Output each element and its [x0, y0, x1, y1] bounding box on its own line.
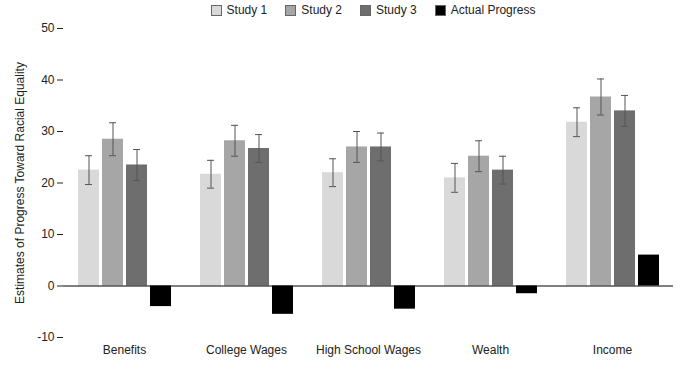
svg-text:High School Wages: High School Wages	[316, 343, 421, 357]
svg-text:30: 30	[41, 124, 55, 138]
svg-text:0: 0	[48, 279, 55, 293]
html-text:Study 1: Study 1	[226, 3, 268, 17]
svg-text:College Wages: College Wages	[206, 343, 287, 357]
svg-text:10: 10	[41, 227, 55, 241]
svg-text:50: 50	[41, 21, 55, 35]
svg-text:Benefits: Benefits	[103, 343, 146, 357]
html-text:Study 3: Study 3	[376, 3, 417, 17]
svg-text:Estimates of Progress Toward R: Estimates of Progress Toward Racial Equa…	[13, 62, 27, 304]
html-text:Study 2: Study 2	[301, 3, 342, 17]
html-text:Actual Progress: Actual Progress	[450, 3, 536, 17]
svg-text:40: 40	[41, 73, 55, 87]
svg-text:Income: Income	[593, 343, 633, 357]
svg-text:20: 20	[41, 176, 55, 190]
svg-text:Wealth: Wealth	[472, 343, 509, 357]
svg-text:-10: -10	[37, 330, 55, 344]
